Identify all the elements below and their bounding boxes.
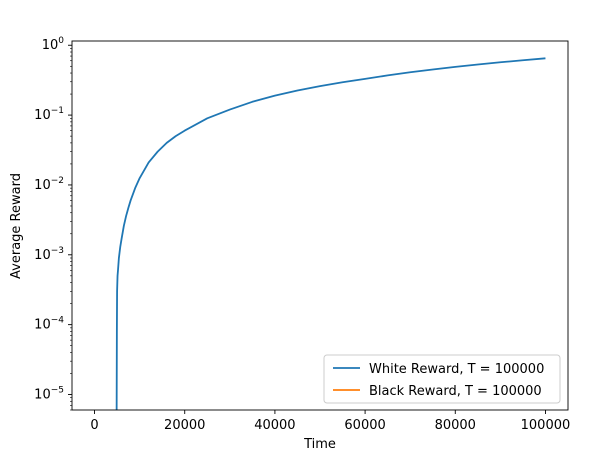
x-tick-label: 100000 bbox=[521, 418, 571, 433]
legend: White Reward, T = 100000 Black Reward, T… bbox=[324, 355, 560, 403]
x-tick-label: 0 bbox=[90, 418, 98, 433]
y-axis-title: Average Reward bbox=[9, 173, 24, 279]
legend-label-white-reward: White Reward, T = 100000 bbox=[369, 362, 544, 377]
x-tick-label: 80000 bbox=[435, 418, 476, 433]
legend-label-black-reward: Black Reward, T = 100000 bbox=[369, 384, 542, 399]
x-tick-label: 60000 bbox=[344, 418, 385, 433]
x-tick-label: 40000 bbox=[254, 418, 295, 433]
x-tick-label: 20000 bbox=[164, 418, 205, 433]
x-axis-title: Time bbox=[303, 437, 336, 449]
